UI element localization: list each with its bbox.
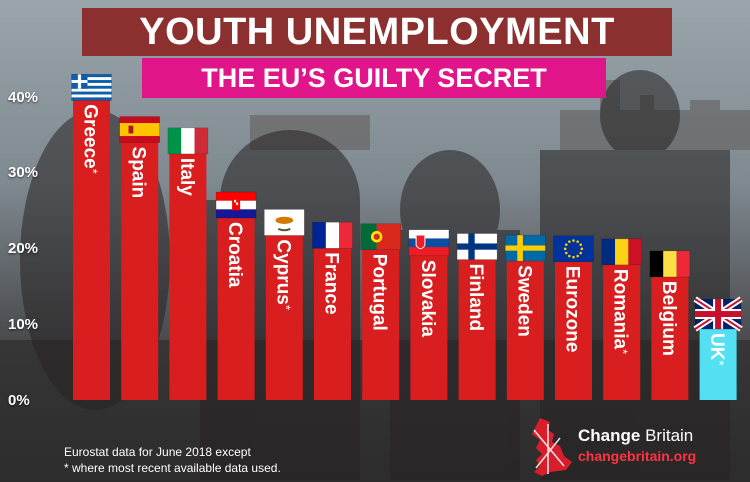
belgium-flag-icon (649, 250, 691, 278)
uk-map-logo-icon (532, 418, 572, 476)
bar-label: Romania* (610, 269, 631, 354)
croatia-flag-icon (215, 191, 257, 219)
bar-label: Spain (128, 147, 149, 199)
bar-label: Greece* (80, 104, 101, 174)
y-tick-label: 0% (8, 392, 30, 409)
brand-block[interactable]: Change Britain changebritain.org (520, 416, 720, 478)
y-tick-label: 30% (8, 164, 39, 181)
chart-subtitle: THE EU’S GUILTY SECRET (142, 58, 606, 98)
footnote: Eurostat data for June 2018 except * whe… (64, 444, 281, 476)
sweden-flag-icon (504, 234, 546, 262)
footnote-line: Eurostat data for June 2018 except (64, 445, 251, 459)
bar-portugal (362, 249, 400, 400)
brand-name: Change Britain (578, 426, 694, 445)
eu-flag-icon (553, 235, 594, 263)
finland-flag-icon (456, 233, 498, 260)
romania-flag-icon (601, 238, 643, 266)
portugal-flag-icon (360, 223, 402, 251)
bar-label: Cyprus* (272, 239, 293, 310)
y-tick-label: 20% (8, 240, 39, 257)
brand-url-link[interactable]: changebritain.org (578, 448, 697, 464)
bar-label: Slovakia (417, 260, 438, 338)
italy-flag-icon (167, 127, 209, 155)
spain-flag-icon (119, 116, 160, 143)
bar-romania (603, 264, 641, 400)
cyprus-flag-icon (263, 209, 305, 236)
uk-flag-icon (693, 296, 743, 332)
bar-label: Belgium (658, 281, 679, 356)
bar-croatia (217, 218, 255, 400)
bar-uk (699, 329, 737, 400)
slovakia-flag-icon (408, 229, 450, 257)
bar-label: Sweden (513, 265, 534, 337)
bar-belgium (651, 276, 689, 400)
bar-sweden (506, 261, 544, 400)
greece-flag-icon (71, 73, 112, 101)
chart-title: YOUTH UNEMPLOYMENT (82, 8, 672, 56)
bar-label: France (321, 252, 342, 314)
bar-label: Italy (176, 158, 197, 196)
y-tick-label: 40% (8, 89, 39, 106)
bar-finland (458, 259, 496, 400)
bar-italy (169, 153, 207, 400)
france-flag-icon (312, 221, 353, 249)
bar-cyprus (265, 235, 303, 400)
bar-label: Eurozone (562, 266, 583, 353)
bar-label: Finland (465, 264, 486, 332)
bar-spain (121, 142, 159, 401)
bar-label: Croatia (224, 222, 245, 288)
y-tick-label: 10% (8, 316, 39, 333)
footnote-line: * where most recent available data used. (64, 461, 281, 475)
bar-france (314, 248, 351, 400)
bar-label: Portugal (369, 254, 390, 331)
bar-eurozone (555, 261, 592, 400)
bar-greece (73, 100, 110, 400)
bar-label: UK* (706, 333, 727, 366)
bar-slovakia (410, 255, 448, 400)
